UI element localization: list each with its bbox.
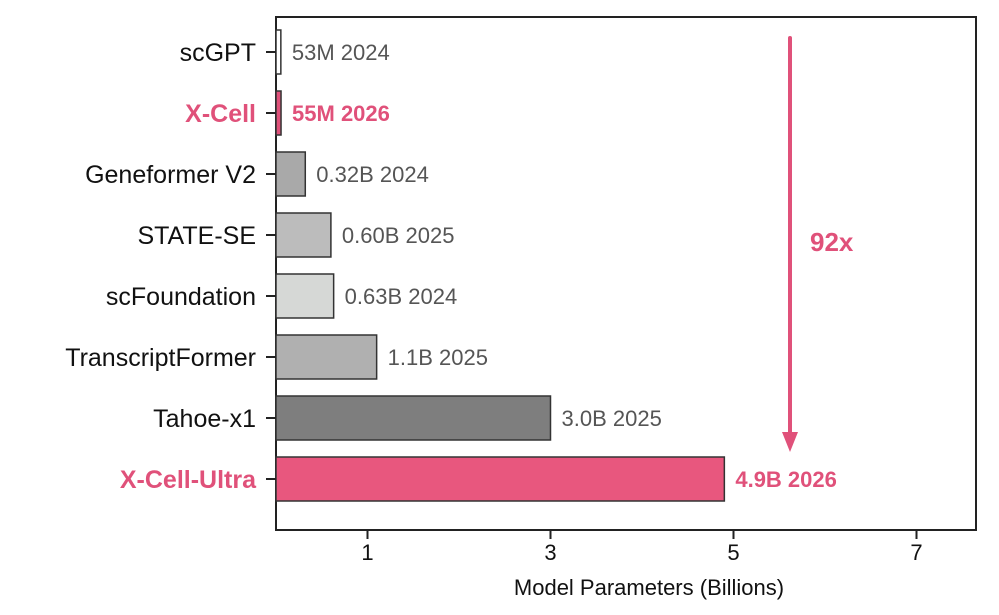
bar-x-cell-ultra	[275, 456, 726, 502]
category-label-state-se: STATE-SE	[137, 222, 256, 250]
value-label-scgpt: 53M 2024	[292, 40, 390, 65]
value-label-geneformer-v2: 0.32B 2024	[316, 162, 429, 187]
category-label-scgpt: scGPT	[180, 39, 256, 67]
bar-scfoundation	[275, 273, 335, 319]
x-tick-label-7: 7	[910, 540, 922, 565]
value-label-state-se: 0.60B 2025	[342, 223, 455, 248]
bar-geneformer-v2	[275, 151, 307, 197]
bar-transcriptformer	[275, 334, 378, 380]
x-tick-label-3: 3	[544, 540, 556, 565]
category-label-geneformer-v2: Geneformer V2	[85, 161, 256, 189]
category-label-x-cell-ultra: X-Cell-Ultra	[120, 466, 257, 494]
value-label-scfoundation: 0.63B 2024	[345, 284, 458, 309]
bar-tahoe-x1	[275, 395, 552, 441]
bar-scgpt	[275, 29, 282, 75]
category-label-transcriptformer: TranscriptFormer	[65, 344, 256, 372]
annotation-label: 92x	[810, 227, 854, 257]
category-label-x-cell: X-Cell	[185, 100, 256, 128]
value-label-tahoe-x1: 3.0B 2025	[562, 406, 662, 431]
bar-state-se	[275, 212, 332, 258]
x-tick-label-5: 5	[727, 540, 739, 565]
x-axis-title: Model Parameters (Billions)	[514, 575, 784, 600]
x-tick-label-1: 1	[361, 540, 373, 565]
category-label-tahoe-x1: Tahoe-x1	[153, 405, 256, 433]
plot-frame	[275, 16, 977, 531]
bar-x-cell	[275, 90, 282, 136]
value-label-x-cell: 55M 2026	[292, 101, 390, 126]
annotation-arrow-head	[782, 432, 798, 452]
value-label-x-cell-ultra: 4.9B 2026	[735, 467, 837, 492]
value-label-transcriptformer: 1.1B 2025	[388, 345, 488, 370]
category-label-scfoundation: scFoundation	[106, 283, 256, 311]
